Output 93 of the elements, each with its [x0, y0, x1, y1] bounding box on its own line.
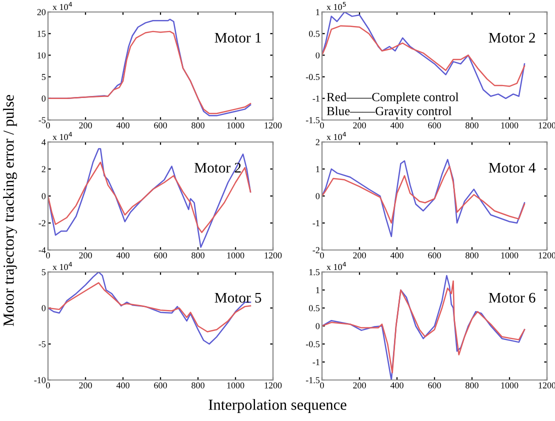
line-series [322, 25, 526, 87]
line-series [48, 162, 252, 234]
x-tick-label: 0 [46, 252, 50, 258]
text: x 10$^{4}$ [52, 132, 72, 140]
annotation: Motor 5 [214, 292, 262, 303]
line-series [322, 158, 526, 238]
x-tick-label: 600 [428, 382, 441, 388]
x-tick-label: 800 [192, 122, 204, 128]
x-tick-label: 1000 [501, 252, 518, 258]
y-tick-label: 15 [38, 30, 46, 37]
annotation: Motor 1 [214, 32, 261, 43]
y-tick-label: 0.5 [308, 305, 320, 312]
x-tick-label: 400 [116, 252, 130, 258]
annotation: Blue——Gravity control [326, 106, 452, 118]
y-tick-label: -4 [38, 247, 46, 254]
y-axis-title: Motor trajectory tracking error / pulse [3, 95, 17, 326]
line-series [48, 148, 252, 248]
y-tick-label: 0 [42, 305, 46, 312]
x-tick-label: 1200 [264, 122, 282, 128]
x-tick-label: 800 [192, 252, 204, 258]
y-tick-label: -1 [312, 96, 320, 102]
y-tick-label: -10 [34, 377, 46, 384]
y-tick-label: 10 [38, 52, 46, 58]
x-tick-label: 0 [320, 122, 324, 128]
x-tick-label: 800 [466, 382, 478, 388]
line-series [48, 272, 252, 345]
y-tick-label: -2 [38, 220, 46, 226]
x-tick-label: 400 [116, 122, 130, 128]
y-tick-label: 1 [316, 166, 320, 172]
x-tick-label: 600 [154, 252, 167, 258]
annotation: Motor 2 [488, 32, 535, 43]
x-tick-label: 200 [79, 252, 92, 258]
y-tick-label: -2 [312, 247, 320, 254]
y-tick-label: -0.5 [306, 74, 320, 80]
y-tick-label: 0 [316, 323, 320, 330]
y-tick-label: -1 [312, 220, 320, 226]
y-tick-label: 0 [42, 96, 46, 102]
y-tick-label: -1.5 [306, 117, 320, 124]
x-tick-label: 400 [390, 122, 404, 128]
y-tick-label: 0 [42, 193, 46, 200]
text: x 10$^{5}$ [326, 2, 346, 10]
text: x 10$^{4}$ [326, 262, 346, 270]
x-tick-label: 600 [154, 122, 167, 128]
x-tick-label: 200 [353, 122, 366, 128]
y-tick-label: 5 [42, 74, 46, 80]
x-tick-label: 400 [390, 382, 404, 388]
y-tick-label: 2 [316, 139, 320, 146]
x-tick-label: 200 [79, 122, 92, 128]
x-tick-label: 1000 [227, 252, 244, 258]
x-tick-label: 800 [192, 382, 204, 388]
text: x 10$^{4}$ [52, 262, 72, 270]
x-tick-label: 600 [154, 382, 167, 388]
x-tick-label: 1000 [501, 382, 518, 388]
x-tick-label: 1000 [227, 382, 244, 388]
text: x 10$^{4}$ [52, 2, 72, 10]
y-tick-label: -1.5 [306, 377, 320, 384]
y-tick-label: -1 [312, 359, 320, 366]
y-tick-label: 20 [37, 9, 46, 16]
x-tick-label: 200 [353, 252, 366, 258]
x-tick-label: 1000 [227, 122, 244, 128]
y-tick-label: -5 [38, 341, 46, 348]
y-tick-label: 4 [42, 139, 46, 146]
x-tick-label: 0 [320, 252, 324, 258]
x-tick-label: 0 [320, 382, 324, 388]
x-axis-title: Interpolation sequence [208, 399, 346, 413]
y-tick-label: 1.5 [309, 269, 320, 276]
annotation: Motor 4 [488, 162, 536, 173]
x-tick-label: 200 [79, 382, 92, 388]
x-tick-label: 1200 [264, 252, 282, 258]
y-tick-label: 0 [316, 193, 320, 200]
x-tick-label: 1200 [264, 382, 282, 388]
y-tick-label: 0.5 [308, 30, 320, 37]
x-tick-label: 600 [428, 122, 441, 128]
x-tick-label: 1000 [501, 122, 518, 128]
y-tick-label: 1 [316, 9, 320, 16]
x-tick-label: 800 [466, 252, 478, 258]
x-tick-label: 200 [353, 382, 366, 388]
annotation: Red——Complete control [326, 92, 459, 104]
y-tick-label: -5 [38, 117, 46, 124]
annotation: Motor 6 [488, 292, 536, 303]
x-tick-label: 400 [390, 252, 404, 258]
text: x 10$^{4}$ [326, 132, 346, 140]
y-tick-label: -0.5 [306, 341, 320, 348]
x-tick-label: 400 [116, 382, 130, 388]
y-tick-label: 1 [316, 287, 320, 294]
x-tick-label: 600 [428, 252, 441, 258]
x-tick-label: 800 [466, 122, 478, 128]
x-tick-label: 0 [46, 382, 50, 388]
y-tick-label: 5 [42, 269, 46, 276]
x-tick-label: 0 [46, 122, 50, 128]
y-tick-label: 2 [42, 166, 46, 172]
line-series [48, 282, 252, 332]
y-tick-label: 0 [316, 52, 320, 58]
